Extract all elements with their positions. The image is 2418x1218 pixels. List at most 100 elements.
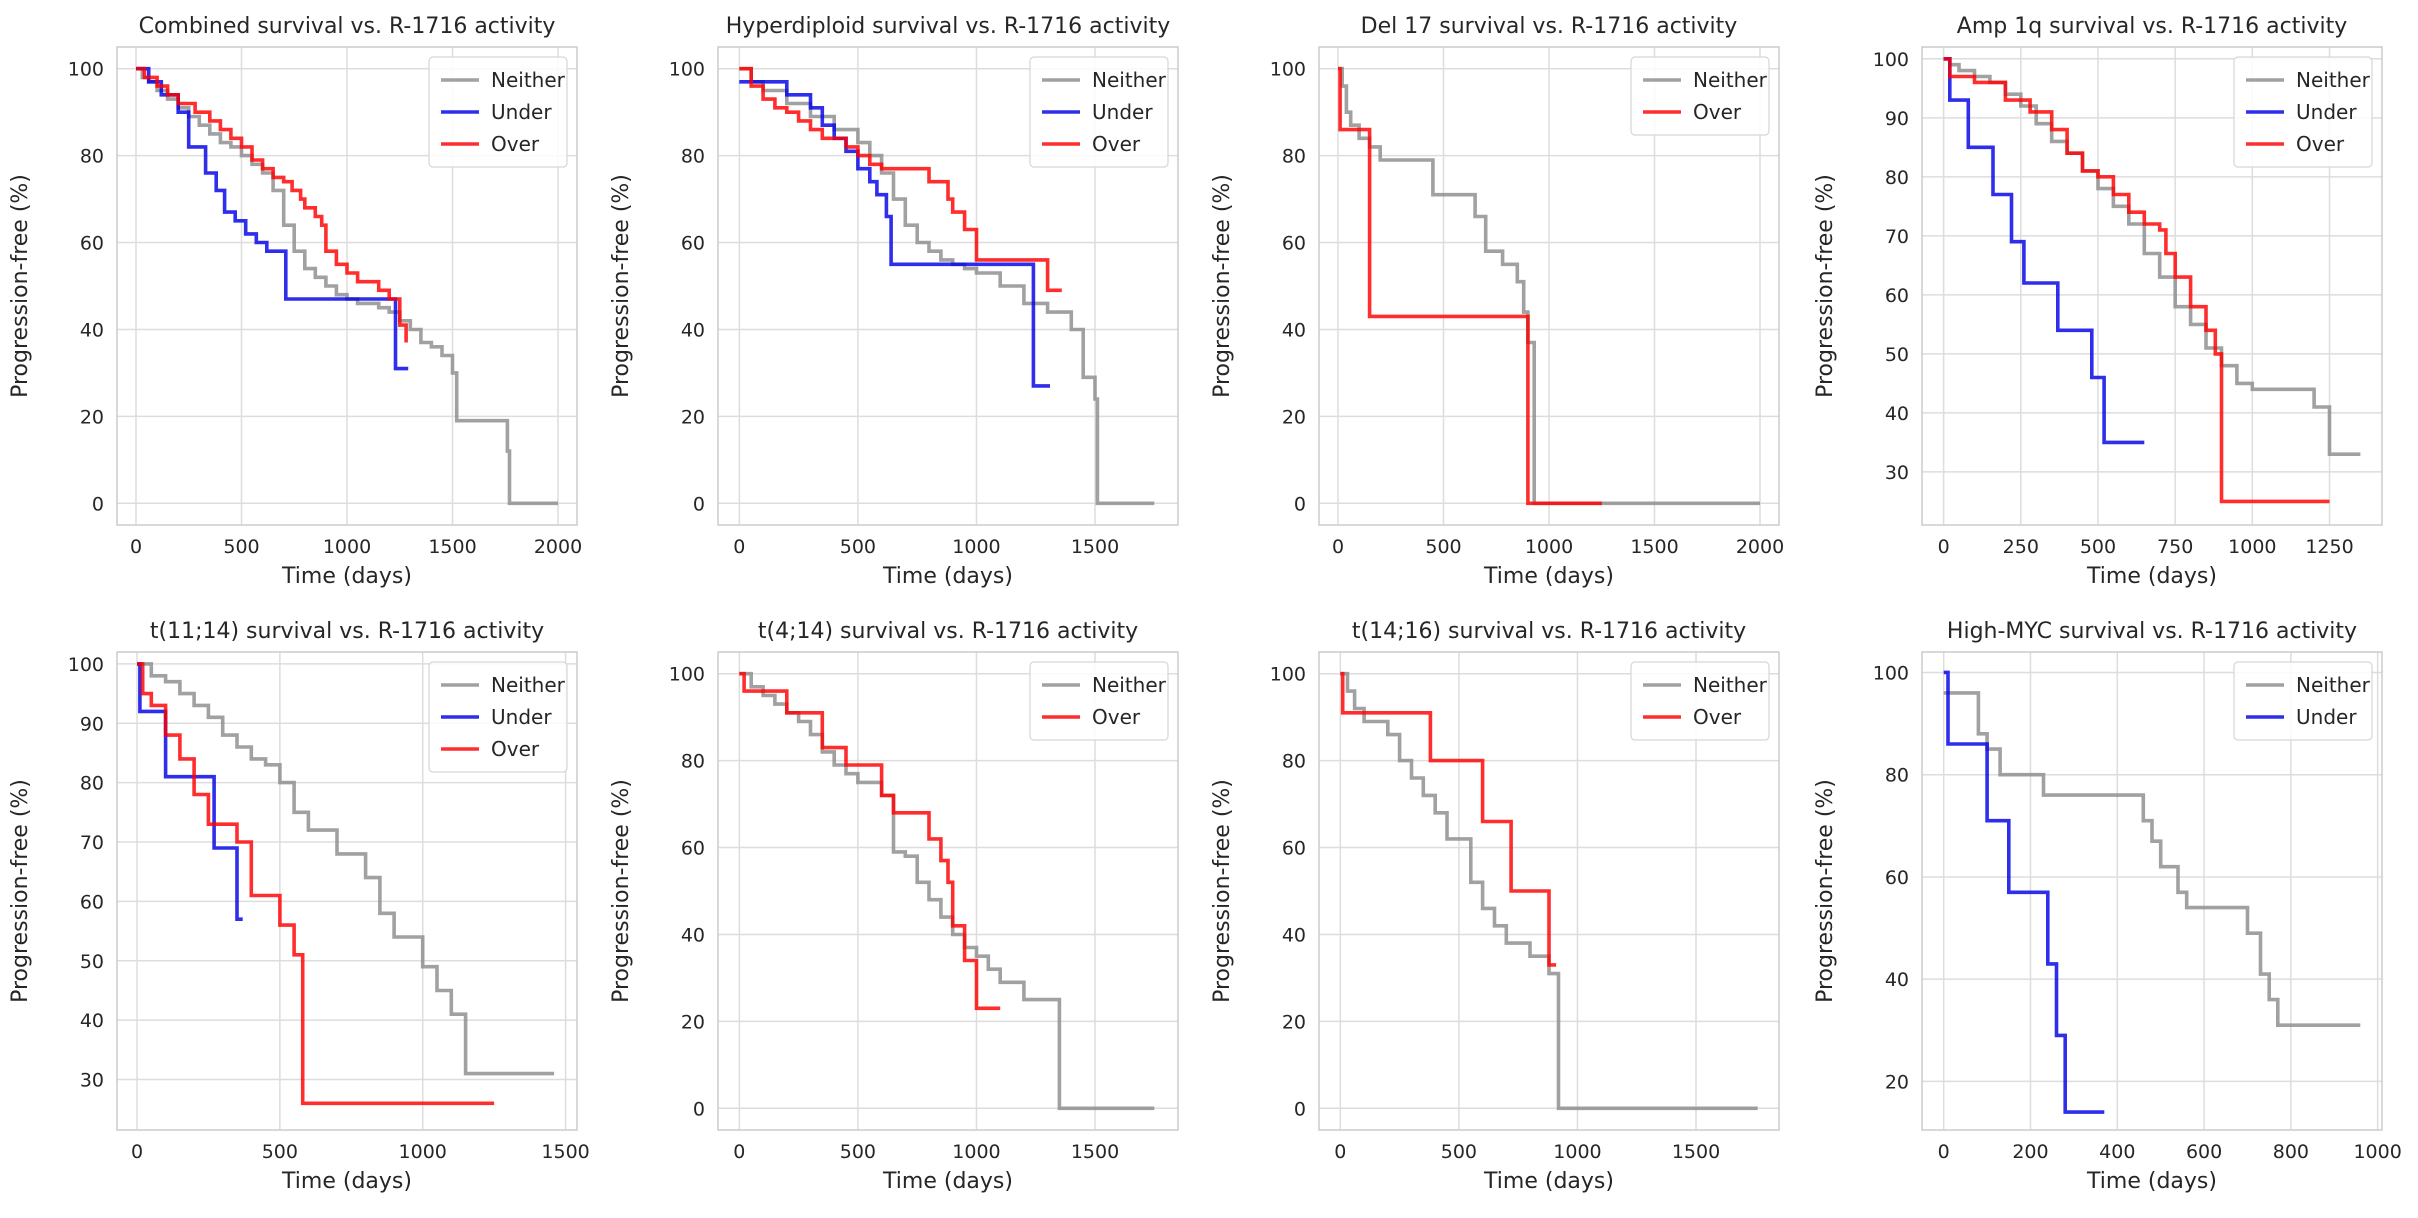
y-tick-label: 20	[80, 406, 104, 428]
x-axis-label: Time (days)	[1483, 1169, 1614, 1194]
y-axis-label: Progression-free (%)	[1813, 779, 1838, 1003]
y-tick-label: 90	[80, 713, 104, 735]
x-axis-label: Time (days)	[882, 564, 1013, 589]
y-tick-label: 60	[80, 891, 104, 913]
y-tick-label: 20	[681, 406, 705, 428]
legend-label-neither: Neither	[1092, 68, 1167, 92]
y-tick-label: 20	[681, 1011, 705, 1033]
y-tick-label: 60	[1282, 233, 1306, 255]
y-tick-label: 80	[1885, 167, 1909, 189]
x-tick-label: 1500	[1672, 1141, 1720, 1163]
y-axis-label: Progression-free (%)	[609, 779, 634, 1003]
x-tick-label: 0	[131, 1141, 143, 1163]
y-tick-label: 40	[1885, 403, 1909, 425]
plot-frame	[116, 46, 578, 526]
legend: Neither Over	[1029, 661, 1169, 741]
chart-title: High-MYC survival vs. R-1716 activity	[1947, 619, 2357, 644]
legend: Neither Under Over	[1029, 56, 1169, 168]
series-line-neither	[739, 66, 1155, 506]
x-tick-label: 0	[733, 1141, 745, 1163]
y-tick-label: 0	[92, 493, 104, 515]
legend-label-under: Under	[1092, 100, 1153, 124]
plot-frame	[717, 651, 1179, 1131]
x-tick-label: 800	[2273, 1141, 2309, 1163]
series-line-over	[739, 671, 1001, 1011]
y-tick-label: 90	[1885, 108, 1909, 130]
x-tick-label: 500	[2080, 536, 2116, 558]
legend: Neither Under Over	[2233, 56, 2373, 168]
y-axis-label: Progression-free (%)	[8, 174, 33, 398]
legend-label-under: Under	[2296, 100, 2357, 124]
legend-box	[428, 661, 568, 773]
y-tick-label: 80	[681, 146, 705, 168]
chart-panel-8: 0 200 400 600 800 1000 20 40 60 80 100 High-MYC sur…	[1813, 619, 2402, 1194]
chart-title: Hyperdiploid survival vs. R-1716 activit…	[726, 14, 1170, 39]
y-tick-label: 40	[80, 1010, 104, 1032]
legend-box	[1630, 56, 1770, 136]
plot-frame	[717, 46, 1179, 526]
x-tick-label: 2000	[1736, 536, 1784, 558]
legend-box	[1029, 56, 1169, 168]
x-tick-label: 1500	[1071, 1141, 1119, 1163]
y-tick-label: 40	[1282, 924, 1306, 946]
legend: Neither Over	[1630, 56, 1770, 136]
legend-label-neither: Neither	[2296, 673, 2371, 697]
x-tick-label: 600	[2186, 1141, 2222, 1163]
x-tick-label: 500	[840, 536, 876, 558]
x-axis-label: Time (days)	[2086, 564, 2217, 589]
y-tick-label: 50	[80, 951, 104, 973]
y-tick-label: 50	[1885, 344, 1909, 366]
y-tick-label: 0	[693, 493, 705, 515]
y-tick-label: 0	[1294, 493, 1306, 515]
y-tick-label: 80	[1282, 146, 1306, 168]
y-tick-label: 80	[80, 146, 104, 168]
y-tick-label: 30	[80, 1070, 104, 1092]
x-tick-label: 1000	[952, 1141, 1000, 1163]
x-tick-label: 0	[1332, 536, 1344, 558]
x-tick-label: 1000	[2353, 1141, 2401, 1163]
y-tick-label: 40	[681, 924, 705, 946]
series-line-over	[1340, 671, 1557, 967]
x-tick-label: 250	[2003, 536, 2039, 558]
x-tick-label: 400	[2099, 1141, 2135, 1163]
legend-label-over: Over	[491, 737, 540, 761]
legend-box	[1029, 661, 1169, 741]
x-axis-label: Time (days)	[281, 564, 412, 589]
x-tick-label: 1500	[541, 1141, 589, 1163]
y-tick-label: 100	[1873, 49, 1909, 71]
y-tick-label: 20	[1885, 1071, 1909, 1093]
y-tick-label: 60	[1282, 838, 1306, 860]
legend-label-over: Over	[1092, 132, 1141, 156]
x-tick-label: 0	[1334, 1141, 1346, 1163]
y-tick-label: 70	[1885, 226, 1909, 248]
y-tick-label: 100	[68, 59, 104, 81]
y-tick-label: 20	[1282, 1011, 1306, 1033]
series-line-under	[739, 80, 1050, 388]
y-tick-label: 80	[1885, 765, 1909, 787]
chart-panel-1: 0 500 1000 1500 2000 0 20 40 60 80 100 Combined sur…	[8, 14, 582, 589]
y-tick-label: 100	[68, 654, 104, 676]
x-tick-label: 200	[2012, 1141, 2048, 1163]
series-line-under	[136, 66, 409, 371]
chart-panel-6: 0 500 1000 1500 0 20 40 60 80 100 t(4;14) survival…	[609, 619, 1179, 1194]
legend-label-under: Under	[2296, 705, 2357, 729]
y-tick-label: 100	[1270, 664, 1306, 686]
y-tick-label: 40	[80, 319, 104, 341]
plot-frame	[116, 651, 578, 1131]
legend-label-under: Under	[491, 705, 552, 729]
y-tick-label: 60	[1885, 285, 1909, 307]
x-tick-label: 1500	[428, 536, 476, 558]
x-tick-label: 1000	[952, 536, 1000, 558]
x-tick-label: 1500	[1071, 536, 1119, 558]
y-axis-label: Progression-free (%)	[8, 779, 33, 1003]
plot-frame	[1318, 651, 1780, 1131]
chart-title: Amp 1q survival vs. R-1716 activity	[1957, 14, 2347, 39]
legend-label-neither: Neither	[1693, 673, 1768, 697]
legend-label-under: Under	[491, 100, 552, 124]
x-tick-label: 1000	[1553, 1141, 1601, 1163]
chart-title: t(14;16) survival vs. R-1716 activity	[1352, 619, 1746, 644]
y-axis-label: Progression-free (%)	[1813, 174, 1838, 398]
x-tick-label: 0	[1938, 536, 1950, 558]
x-axis-label: Time (days)	[1483, 564, 1614, 589]
chart-panel-2: 0 500 1000 1500 0 20 40 60 80 100 Hyperdiploid sur…	[609, 14, 1179, 589]
